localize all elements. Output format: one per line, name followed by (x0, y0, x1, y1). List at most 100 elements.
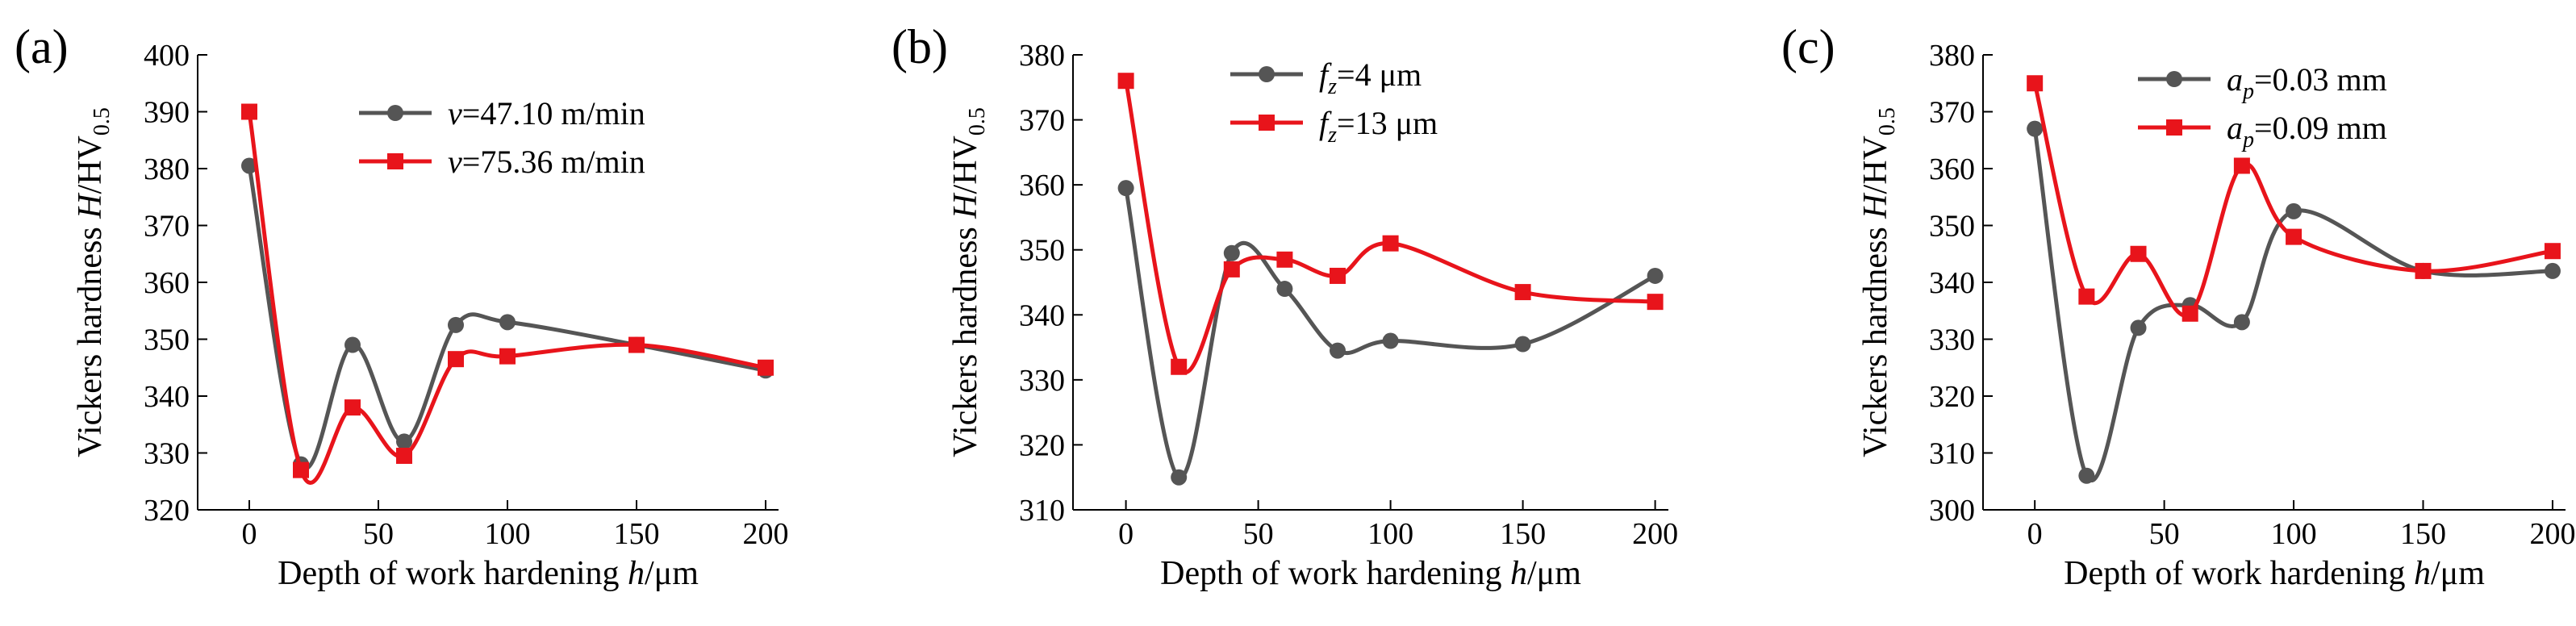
legend-label-2: fz=13 μm (1319, 105, 1438, 148)
legend-label-1: ap=0.03 mm (2227, 61, 2387, 104)
data-point-square (448, 351, 464, 368)
data-point-square (1171, 358, 1188, 375)
data-point-circle (396, 433, 412, 450)
x-tick-label: 50 (2149, 517, 2180, 551)
y-tick-label: 330 (144, 437, 190, 471)
legend-label-sub: p (2241, 79, 2254, 104)
legend-label-rest: =0.03 mm (2254, 61, 2387, 98)
x-axis-label-main: Depth of work hardening (2064, 555, 2414, 592)
data-point-square (1276, 251, 1293, 268)
data-point-circle (1276, 281, 1293, 298)
data-point-square (293, 461, 309, 478)
legend-marker-square (1259, 115, 1275, 131)
data-point-circle (2233, 314, 2250, 331)
y-axis-label-var: H (72, 192, 109, 219)
x-axis-label-var: h (1510, 555, 1527, 592)
data-point-square (499, 348, 516, 365)
y-axis-label-main: Vickers hardness (947, 219, 984, 457)
y-tick-label: 390 (144, 96, 190, 130)
x-tick-label: 200 (2529, 517, 2575, 551)
data-point-square (2181, 305, 2198, 322)
data-point-square (2130, 245, 2147, 262)
chart-panel-2: (b) 310 320 330 340 350 360 370 380 0 50 100 150 200 D… (891, 20, 1678, 592)
y-axis-label-var: H (1857, 192, 1894, 219)
data-point-square (1514, 284, 1531, 301)
data-point-square (1117, 73, 1134, 90)
x-tick-label: 200 (1632, 517, 1678, 551)
data-point-square (2544, 243, 2561, 260)
data-point-circle (1647, 267, 1664, 284)
data-point-circle (1330, 342, 1346, 359)
y-tick-label: 350 (1019, 234, 1065, 268)
x-tick-label: 0 (242, 517, 257, 551)
legend-label-var: v (448, 144, 462, 180)
legend-label-rest: =47.10 m/min (462, 95, 645, 131)
chart-panel-3: (c) 300 310 320 330 340 350 360 370 380 0 50 100 150 2… (1781, 20, 2575, 592)
chart-panel-1: (a) 320 330 340 350 360 370 380 390 400 0 50 100 150 2… (15, 20, 789, 592)
x-tick-label: 50 (363, 517, 394, 551)
legend-marker-circle (2166, 71, 2182, 87)
x-axis-label-unit: /μm (645, 555, 699, 592)
x-tick-label: 150 (614, 517, 660, 551)
y-axis-label-sub: 0.5 (965, 107, 990, 136)
data-point-square (758, 359, 774, 376)
data-point-square (1647, 294, 1664, 311)
y-axis-label-main: Vickers hardness (1857, 219, 1894, 457)
x-axis-label: Depth of work hardening h/μm (278, 555, 699, 592)
panel-label: (c) (1781, 20, 1835, 73)
legend-label-rest: =13 μm (1337, 105, 1438, 141)
data-point-square (1330, 267, 1346, 284)
legend-label-2: v=75.36 m/min (448, 144, 645, 180)
y-axis-label: Vickers hardness H/HV0.5 (1857, 107, 1900, 457)
x-tick-label: 150 (1500, 517, 1546, 551)
data-point-square (396, 448, 412, 465)
legend-label-sub: p (2241, 127, 2254, 152)
y-tick-label: 310 (1019, 494, 1065, 528)
legend-label-1: fz=4 μm (1319, 56, 1422, 99)
x-tick-label: 100 (1367, 517, 1413, 551)
y-axis-label-sub: 0.5 (1875, 107, 1900, 136)
data-point-circle (1223, 244, 1240, 261)
data-point-circle (2078, 467, 2095, 484)
x-axis-label: Depth of work hardening h/μm (2064, 555, 2485, 592)
y-tick-label: 320 (144, 494, 190, 528)
legend-marker-square (2166, 119, 2182, 136)
y-tick-label: 370 (144, 210, 190, 244)
legend-label-var: a (2227, 110, 2243, 146)
x-tick-label: 0 (2027, 517, 2043, 551)
y-tick-label: 380 (1019, 39, 1065, 73)
y-tick-label: 340 (144, 380, 190, 414)
legend-label-2: ap=0.09 mm (2227, 110, 2387, 152)
panel-label: (a) (15, 20, 69, 73)
x-tick-label: 100 (2271, 517, 2317, 551)
y-tick-label: 350 (1929, 210, 1975, 244)
data-point-square (2233, 157, 2250, 174)
x-axis-label-main: Depth of work hardening (278, 555, 628, 592)
legend-label-rest: =75.36 m/min (462, 144, 645, 180)
legend-label-sub: z (1327, 74, 1337, 99)
x-tick-label: 50 (1243, 517, 1274, 551)
y-axis-label-main: Vickers hardness (72, 219, 109, 457)
y-tick-label: 370 (1019, 104, 1065, 138)
legend-label-var: v (448, 95, 462, 131)
legend-marker-circle (1259, 66, 1275, 82)
legend-label-sub: z (1327, 123, 1337, 148)
y-axis-label-var: H (947, 192, 984, 219)
y-tick-label: 330 (1929, 323, 1975, 357)
y-axis-label: Vickers hardness H/HV0.5 (947, 107, 990, 457)
x-axis-label-var: h (2414, 555, 2431, 592)
legend-label-1: v=47.10 m/min (448, 95, 645, 131)
y-tick-label: 380 (1929, 39, 1975, 73)
y-tick-label: 370 (1929, 96, 1975, 130)
data-point-square (628, 336, 645, 353)
x-axis-label: Depth of work hardening h/μm (1160, 555, 1581, 592)
y-tick-label: 320 (1019, 428, 1065, 462)
data-point-circle (1382, 332, 1399, 349)
y-tick-label: 400 (144, 39, 190, 73)
data-point-circle (2027, 120, 2044, 137)
panel-label: (b) (891, 20, 948, 73)
legend-label-var: a (2227, 61, 2243, 98)
data-point-square (2027, 75, 2044, 92)
y-tick-label: 360 (1929, 152, 1975, 186)
data-point-square (1382, 235, 1399, 252)
